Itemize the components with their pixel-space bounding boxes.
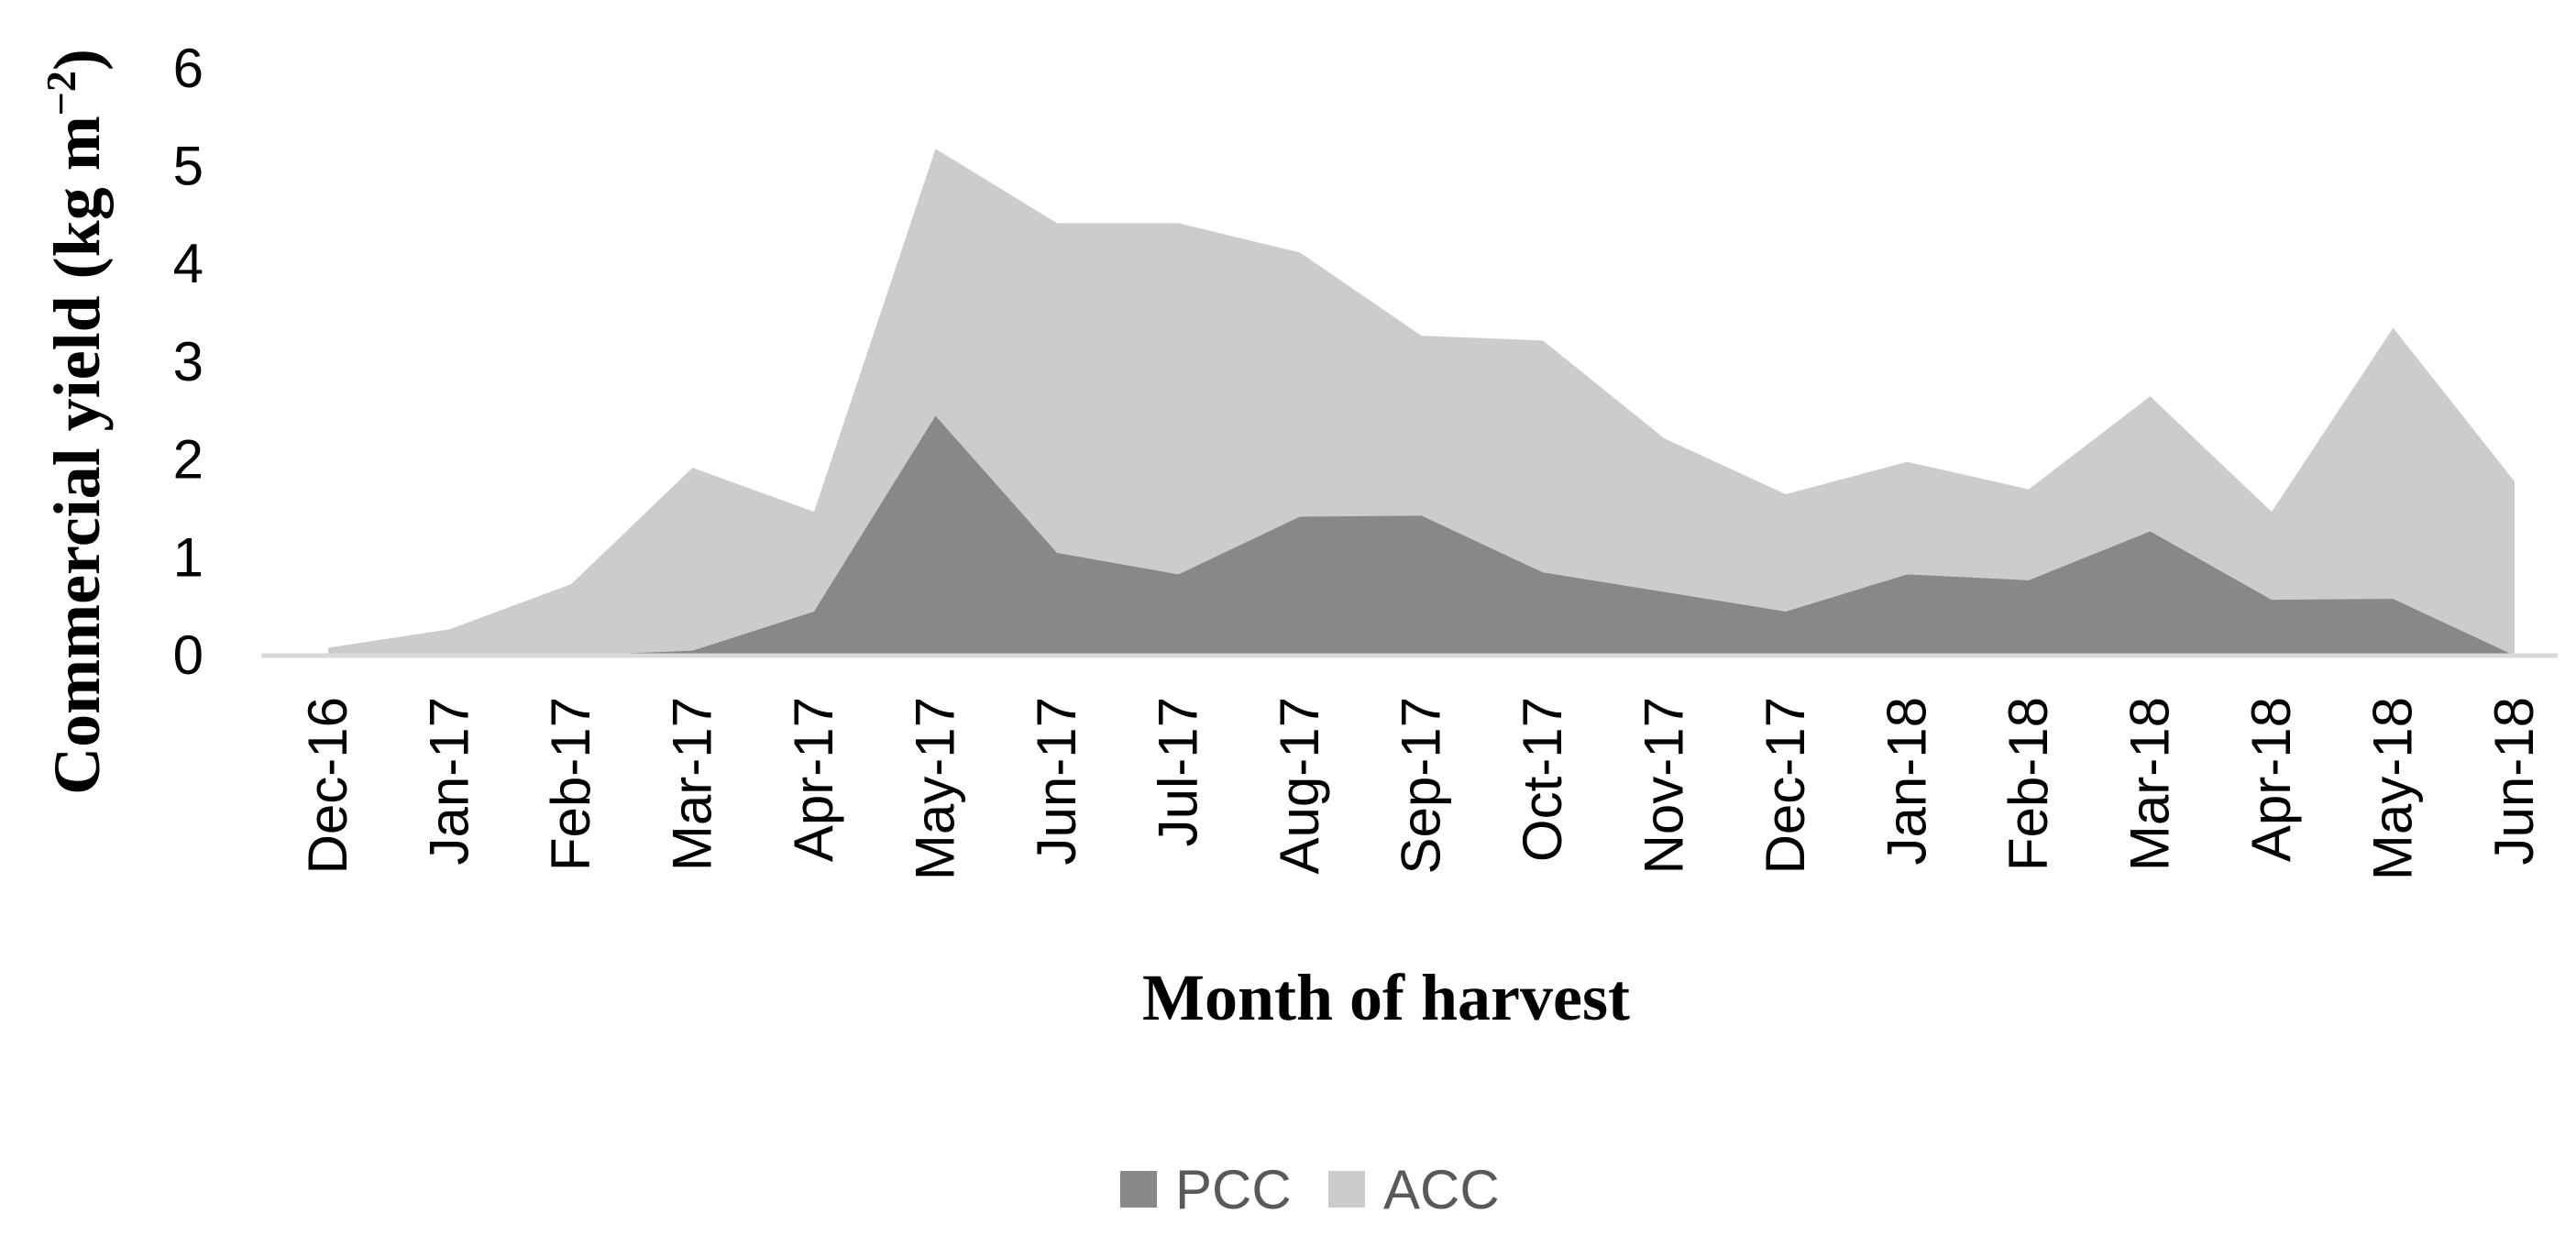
x-tick-label: Apr-18 <box>2240 697 2302 862</box>
legend: PCC ACC <box>1120 1159 1500 1220</box>
x-tick-label: Dec-17 <box>1755 697 1816 874</box>
x-tick-label: Jun-17 <box>1026 697 1087 865</box>
legend-label-acc: ACC <box>1383 1159 1500 1220</box>
y-axis-title-superscript: −2 <box>38 71 84 116</box>
x-tick-label: Mar-17 <box>662 697 723 871</box>
x-tick-label: Jun-18 <box>2483 697 2545 865</box>
y-tick-label: 4 <box>173 233 204 294</box>
areas <box>328 149 2515 656</box>
x-tick-label: May-18 <box>2362 697 2424 880</box>
x-tick-label: Mar-18 <box>2119 697 2181 871</box>
y-tick-label: 0 <box>173 624 204 686</box>
y-axis-title: Commercial yield (kg m−2) <box>38 49 114 795</box>
x-tick-label: Apr-17 <box>783 697 844 862</box>
y-tick-label: 5 <box>173 136 204 197</box>
x-tick-label: Jul-17 <box>1148 697 1209 846</box>
legend-swatch-pcc <box>1120 1171 1157 1208</box>
y-tick-labels: 0 1 2 3 4 5 6 <box>173 38 204 686</box>
x-tick-labels: Dec-16 Jan-17 Feb-17 Mar-17 Apr-17 May-17 Jun-… <box>297 697 2545 880</box>
x-tick-label: Aug-17 <box>1269 697 1330 874</box>
x-tick-label: Dec-16 <box>297 697 358 874</box>
x-tick-label: Sep-17 <box>1391 697 1452 874</box>
legend-swatch-acc <box>1328 1171 1365 1208</box>
y-tick-label: 2 <box>173 429 204 491</box>
y-axis-title-suffix: ) <box>40 49 114 71</box>
y-tick-label: 3 <box>173 331 204 392</box>
x-tick-label: Jan-18 <box>1877 697 1938 865</box>
x-tick-label: Oct-17 <box>1512 697 1573 862</box>
x-tick-label: Feb-18 <box>1998 697 2059 871</box>
area-pcc <box>328 415 2515 656</box>
x-tick-label: May-17 <box>905 697 966 880</box>
x-tick-label: Nov-17 <box>1634 697 1695 874</box>
x-tick-label: Feb-17 <box>540 697 601 871</box>
x-tick-label: Jan-17 <box>419 697 480 865</box>
x-axis-title: Month of harvest <box>1142 961 1630 1034</box>
legend-label-pcc: PCC <box>1175 1159 1292 1220</box>
y-tick-label: 6 <box>173 38 204 99</box>
y-tick-label: 1 <box>173 526 204 588</box>
